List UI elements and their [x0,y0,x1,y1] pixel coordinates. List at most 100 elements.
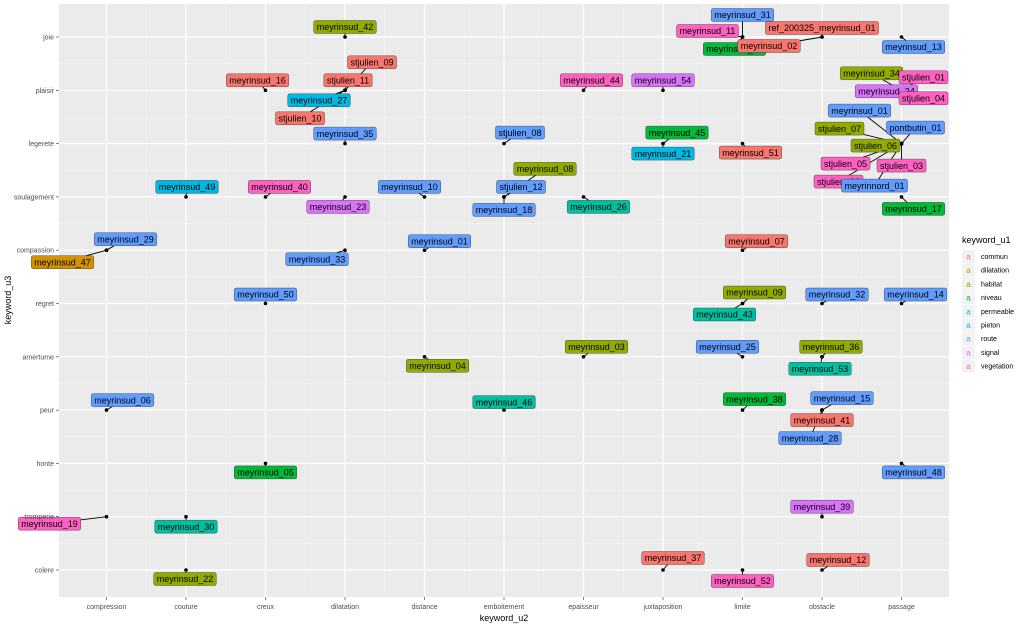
legend-key-vegetation: a [966,362,971,371]
label-meyrinsud-21: meyrinsud_21 [631,146,695,161]
point-meyrinsud-46 [502,408,506,412]
legend-key-bg-habitat [962,277,975,291]
label-box-meyrinsud-43 [693,307,756,322]
label-box-meyrinsud-18 [472,203,536,217]
label-meyrinsud-29: meyrinsud_29 [94,232,157,246]
label-box-meyrinsud-35 [313,126,377,141]
label-meyrinsud-01: meyrinsud_01 [828,103,891,118]
label-text-meyrinsud-19: meyrinsud_19 [21,519,78,529]
label-text-meyrinsud-51: meyrinsud_51 [722,148,779,158]
legend-label-vegetation: vegetation [981,364,1013,371]
label-box-meyrinsud-12 [806,553,870,567]
point-meyrinsud-17 [899,195,904,199]
point-meyrinsud-03 [581,355,586,359]
point-meyrinsud-12 [820,568,824,572]
label-text-meyrinsud-39: meyrinsud_39 [794,502,851,512]
label-meyrinsud-31: meyrinsud_31 [711,8,774,22]
label-text-meyrinsud-23: meyrinsud_23 [310,202,367,212]
label-meyrinsud-34: meyrinsud_34 [840,66,903,81]
point-meyrinsud-37 [661,568,665,572]
label-meyrinsud-14: meyrinsud_14 [884,287,947,302]
label-text-meyrinsud-35: meyrinsud_35 [317,129,374,139]
label-box-meyrinsud-36 [799,340,863,354]
label-box-meyrinsud-54 [631,73,695,88]
label-text-meyrinsud-10: meyrinsud_10 [381,182,438,192]
label-stjulien-06: stjulien_06 [850,138,901,153]
label-meyrinsud-05: meyrinsud_05 [234,465,297,480]
label-text-meyrinsud-11: meyrinsud_11 [680,26,736,36]
label-box-meyrinsud-01 [408,234,471,248]
label-text-meyrinsud-43: meyrinsud_43 [696,310,753,320]
label-text-meyrinsud-29: meyrinsud_29 [97,234,154,244]
label-meyrinsud-02: meyrinsud_02 [737,39,801,53]
label-box-meyrinsud-37 [641,551,705,565]
label-pontbutin-01: pontbutin_01 [886,120,945,135]
label-text-meyrinsud-27: meyrinsud_27 [291,96,348,106]
label-text-meyrinsud-41: meyrinsud_41 [794,415,851,425]
label-box-meyrinsud-53 [788,362,852,376]
label-meyrinsud-22: meyrinsud_22 [153,572,217,586]
legend-label-pieton: pieton [981,323,1000,330]
label-text-meyrinsud-45: meyrinsud_45 [649,128,706,138]
y-tick-label-colere: colere [35,568,54,575]
label-text-meyrinsud-44: meyrinsud_44 [563,76,620,86]
point-meyrinsud-23 [343,195,347,199]
point-meyrinsud-44 [581,88,586,93]
y-axis: colere tromperie honte peur amertume regret co… [14,35,59,575]
label-box-meyrinsud-03 [565,340,628,354]
label-box-meyrinsud-22 [153,572,217,586]
label-box-meyrinsud-16 [226,73,289,88]
label-meyrinsud-25: meyrinsud_25 [696,340,759,354]
label-text-meyrinsud-34: meyrinsud_34 [843,69,900,79]
label-text-meyrinsud-31: meyrinsud_31 [714,10,771,20]
label-box-stjulien-07 [814,121,865,136]
point-meyrinsud-22 [184,568,188,572]
y-tick-label-compassion: compassion [17,248,54,255]
x-tick-label-epaisseur: epaisseur [568,604,599,611]
label-box-meyrinsud-38 [723,392,786,406]
label-text-meyrinsud-22: meyrinsud_22 [157,574,214,584]
label-stjulien-08: stjulien_08 [495,125,545,140]
label-box-meyrinsud-21 [631,146,695,161]
x-tick-label-couture: couture [174,604,197,611]
x-axis: compression couture creux dilatation distanc… [87,597,915,611]
label-meyrinsud-01: meyrinsud_01 [408,234,471,248]
label-text-meyrinsud-16: meyrinsud_16 [229,76,286,86]
label-box-meyrinsud-14 [884,287,947,302]
point-meyrinsud-07 [740,248,745,252]
label-box-stjulien-05 [820,156,871,171]
label-meyrinsud-10: meyrinsud_10 [378,180,441,194]
label-meyrinsud-45: meyrinsud_45 [645,125,709,140]
label-box-meyrinsud-06 [91,393,154,407]
legend-key-pieton: a [966,321,971,330]
legend-key-niveau: a [966,294,971,303]
legend-label-commun: commun [981,254,1008,261]
label-box-meyrinsud-07 [725,234,788,248]
label-text-meyrinsud-33: meyrinsud_33 [289,254,346,264]
point-meyrinsud-43 [740,301,745,306]
label-box-meyrinsud-26 [567,200,630,214]
y-tick-label-legerete: legerete [29,141,54,148]
x-tick-label-passage: passage [888,604,915,611]
label-text-stjulien-12: stjulien_12 [499,182,542,192]
label-box-meyrinsud-13 [882,40,945,54]
x-tick-label-creux: creux [257,604,275,611]
point-meyrinsud-14 [899,301,904,306]
data-labels: meyrinsud_42 meyrinsud_31 meyrinsud_11meyr… [18,8,949,588]
label-text-meyrinsud-24: meyrinsud_24 [858,87,915,97]
label-text-meyrinsud-04: meyrinsud_04 [409,361,466,371]
label-text-stjulien-05: stjulien_05 [824,159,867,169]
legend-label-habitat: habitat [981,281,1002,288]
label-meyrinsud-35: meyrinsud_35 [313,126,377,141]
label-text-pontbutin-01: pontbutin_01 [889,123,941,133]
label-text-meyrinsud-42: meyrinsud_42 [317,22,374,32]
label-meyrinsud-07: meyrinsud_07 [725,234,788,248]
label-meyrinsud-43: meyrinsud_43 [693,307,756,322]
label-meyrinsud-16: meyrinsud_16 [226,73,289,88]
label-text-meyrinsud-40: meyrinsud_40 [251,182,308,192]
data-points [104,35,904,572]
label-box-meyrinsud-10 [378,180,441,194]
legend-key-bg-dilatation [962,263,975,277]
label-meyrinsud-32: meyrinsud_32 [805,287,869,302]
